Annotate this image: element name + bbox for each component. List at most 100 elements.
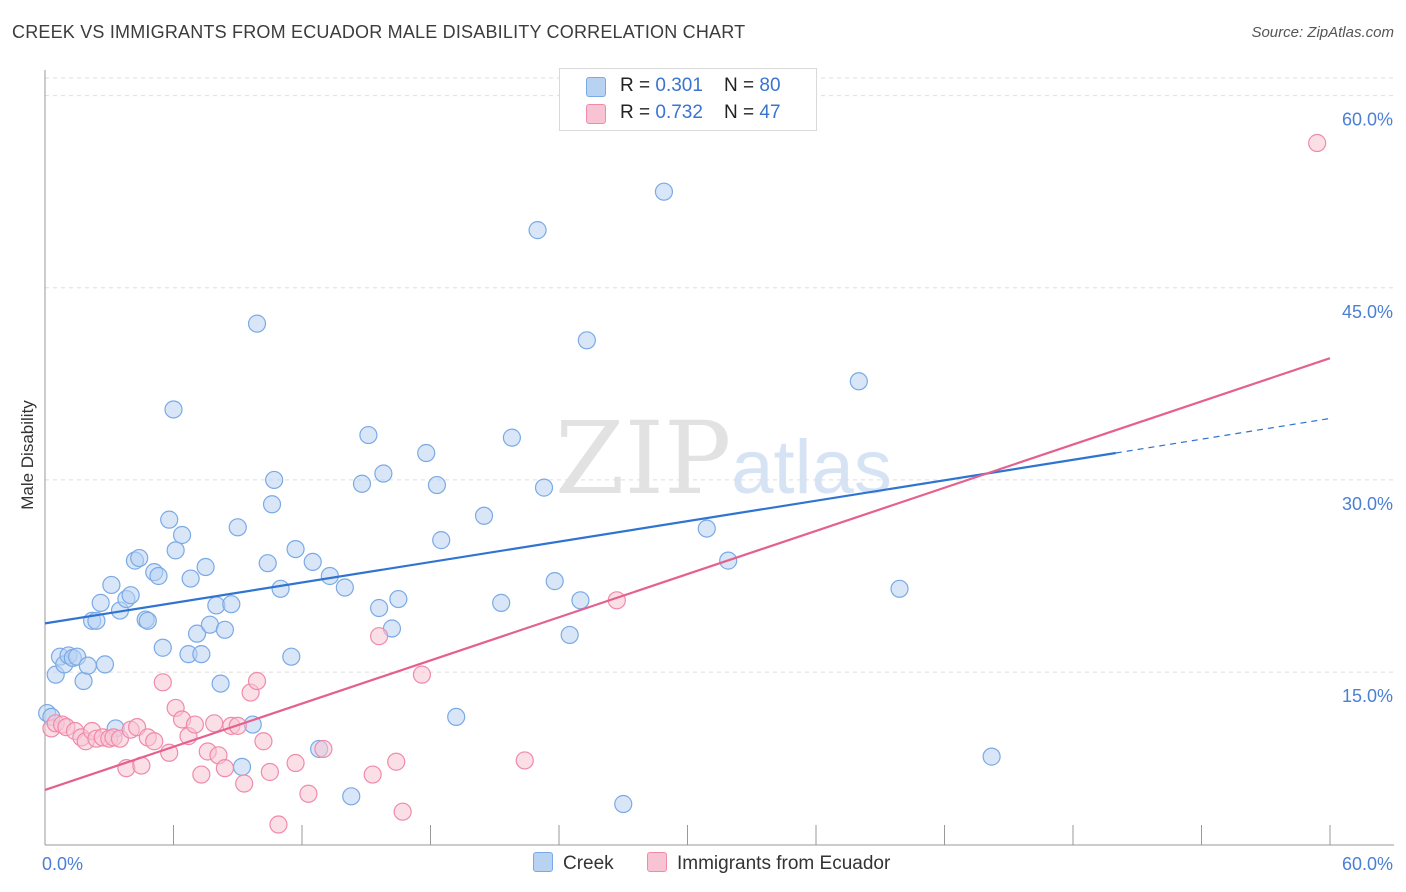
series-ecuador bbox=[42, 133, 1327, 834]
y-tick-label: 15.0% bbox=[1342, 686, 1393, 706]
creek-point bbox=[534, 478, 554, 497]
creek-trend-line bbox=[44, 451, 1117, 625]
legend-swatch-ecuador bbox=[586, 104, 606, 124]
creek-point bbox=[303, 552, 322, 572]
ecuador-point bbox=[299, 784, 318, 803]
legend-swatch-creek bbox=[586, 77, 606, 97]
y-tick-label: 30.0% bbox=[1342, 494, 1393, 514]
creek-point bbox=[890, 579, 909, 598]
ecuador-point bbox=[1308, 133, 1327, 153]
creek-point bbox=[149, 566, 168, 586]
x-tick-label: 60.0% bbox=[1342, 854, 1393, 874]
creek-point bbox=[262, 495, 282, 514]
creek-point bbox=[181, 569, 200, 588]
chart-title: CREEK VS IMMIGRANTS FROM ECUADOR MALE DI… bbox=[12, 22, 746, 42]
creek-point bbox=[258, 554, 277, 573]
creek-point bbox=[192, 645, 211, 664]
bottom-label-ecuador: Immigrants from Ecuador bbox=[677, 853, 891, 874]
ecuador-trend-line bbox=[44, 357, 1331, 791]
creek-point bbox=[432, 531, 451, 550]
ecuador-point bbox=[286, 753, 305, 773]
creek-point bbox=[228, 518, 247, 537]
creek-point bbox=[474, 506, 494, 525]
creek-point bbox=[389, 589, 408, 609]
creek-point bbox=[447, 707, 466, 727]
ecuador-point bbox=[247, 671, 267, 691]
creek-point bbox=[417, 443, 436, 463]
creek-point bbox=[166, 541, 185, 560]
creek-point bbox=[211, 674, 230, 693]
bottom-legend-creek: Creek bbox=[533, 852, 614, 875]
correlation-legend: R = 0.301 N = 80 R = 0.732 N = 47 bbox=[559, 68, 817, 131]
creek-point bbox=[342, 787, 361, 806]
creek-point bbox=[374, 464, 393, 483]
bottom-legend-ecuador: Immigrants from Ecuador bbox=[647, 852, 890, 875]
creek-point bbox=[359, 425, 378, 445]
creek-point bbox=[196, 557, 215, 577]
creek-point bbox=[370, 598, 389, 618]
trend-lines bbox=[44, 357, 1331, 791]
ecuador-point bbox=[145, 732, 164, 751]
watermark-atlas: atlas bbox=[731, 425, 892, 510]
creek-point bbox=[492, 593, 511, 612]
ecuador-point bbox=[254, 732, 273, 751]
creek-point bbox=[222, 595, 241, 614]
watermark: ZIPatlas bbox=[555, 400, 892, 517]
bottom-swatch-ecuador bbox=[647, 852, 667, 872]
bottom-label-creek: Creek bbox=[563, 853, 614, 874]
creek-point bbox=[160, 510, 179, 529]
x-tick-label: 0.0% bbox=[42, 854, 83, 874]
creek-point bbox=[138, 611, 157, 630]
ecuador-point bbox=[387, 752, 406, 771]
legend-text-ecuador: R = 0.732 N = 47 bbox=[620, 102, 781, 123]
source-credit: Source: ZipAtlas.com bbox=[1251, 24, 1394, 41]
series-creek bbox=[38, 182, 1001, 814]
creek-point bbox=[232, 757, 252, 776]
ecuador-point bbox=[393, 802, 412, 821]
creek-point bbox=[982, 747, 1001, 766]
ecuador-point bbox=[515, 751, 534, 770]
ecuador-point bbox=[235, 774, 254, 793]
bottom-swatch-creek bbox=[533, 852, 553, 872]
creek-point bbox=[271, 579, 290, 598]
creek-point bbox=[320, 566, 339, 586]
y-tick-label: 45.0% bbox=[1342, 302, 1393, 322]
creek-point bbox=[102, 575, 121, 595]
legend-text-creek: R = 0.301 N = 80 bbox=[620, 75, 781, 96]
creek-point bbox=[654, 182, 674, 201]
creek-point bbox=[335, 578, 354, 597]
y-tick-label: 60.0% bbox=[1342, 110, 1393, 130]
creek-point bbox=[215, 620, 234, 639]
creek-point bbox=[502, 428, 521, 447]
creek-point bbox=[545, 572, 564, 591]
creek-point bbox=[187, 624, 207, 643]
tick-labels: 15.0% 30.0% 45.0% 60.0% 0.0% 60.0% bbox=[42, 110, 1393, 874]
creek-point bbox=[849, 372, 868, 391]
creek-point bbox=[286, 539, 305, 559]
creek-point bbox=[352, 474, 372, 493]
gridlines bbox=[45, 77, 1394, 673]
creek-point bbox=[74, 671, 93, 691]
creek-point bbox=[282, 647, 301, 666]
creek-point bbox=[247, 314, 267, 333]
creek-point bbox=[153, 638, 172, 657]
creek-point bbox=[571, 591, 590, 610]
creek-point bbox=[207, 596, 226, 615]
ecuador-point bbox=[192, 765, 211, 784]
creek-trend-extension bbox=[1115, 417, 1331, 454]
ecuador-point bbox=[153, 673, 172, 692]
creek-point bbox=[164, 400, 183, 419]
creek-point bbox=[697, 519, 716, 538]
creek-point bbox=[427, 475, 447, 495]
ecuador-point bbox=[215, 759, 234, 778]
creek-point bbox=[121, 586, 140, 605]
creek-point bbox=[560, 625, 579, 645]
creek-point bbox=[577, 331, 596, 350]
ecuador-point bbox=[363, 765, 382, 784]
ecuador-point bbox=[205, 714, 224, 733]
creek-point bbox=[172, 525, 192, 545]
creek-point bbox=[95, 655, 115, 674]
creek-point bbox=[130, 548, 149, 568]
creek-point bbox=[528, 221, 547, 240]
